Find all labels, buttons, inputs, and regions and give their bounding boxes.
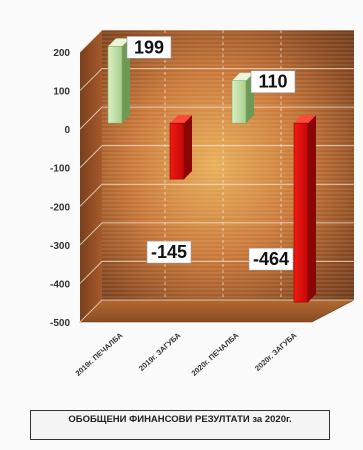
x-axis: 2019г. ПЕЧАЛБА 2019г. ЗАГУБА 2020г. ПЕЧАЛБ… <box>74 330 299 377</box>
y-tick-label: -300 <box>50 241 70 252</box>
bar-side <box>184 115 192 180</box>
side-wall <box>80 30 102 322</box>
bar-front <box>169 122 185 180</box>
x-tick-label: 2020г. ПЕЧАЛБА <box>190 330 241 377</box>
x-tick-label: 2019г. ЗАГУБА <box>137 330 183 372</box>
bar-top <box>232 72 254 81</box>
bar-top <box>170 115 192 124</box>
gridline <box>79 183 354 207</box>
bar-side <box>122 38 130 124</box>
data-label-text: -464 <box>253 249 289 269</box>
data-label-text: -145 <box>151 242 187 262</box>
data-label: -145 <box>146 240 192 264</box>
gridline <box>79 299 354 323</box>
bar-2 <box>169 115 192 180</box>
bar-4 <box>293 115 316 303</box>
y-tick-label: 100 <box>53 87 70 98</box>
bar-3 <box>231 72 254 124</box>
gridline <box>79 106 354 130</box>
data-label-box <box>126 36 172 59</box>
y-tick-label: -200 <box>50 202 70 213</box>
chart-caption: ОБОБЩЕНИ ФИНАНСОВИ РЕЗУЛТАТИ за 2020г. <box>30 410 330 440</box>
data-label-text: 199 <box>134 37 164 57</box>
data-label: 199 <box>126 36 172 59</box>
gridline <box>79 222 354 246</box>
y-tick-label: -500 <box>50 318 70 329</box>
bar-side <box>308 115 316 303</box>
data-label-text: 110 <box>258 72 287 92</box>
y-tick-label: 200 <box>53 48 70 59</box>
data-label: -464 <box>248 247 294 271</box>
y-axis: 200 100 0 -100 -200 -300 -400 -500 <box>50 48 70 329</box>
data-label-box <box>248 247 294 271</box>
gridline <box>79 68 354 91</box>
gridline <box>79 29 354 53</box>
gridline <box>79 145 354 169</box>
bar-top <box>108 38 130 47</box>
bar-top <box>294 115 316 124</box>
data-label: 110 <box>250 70 296 94</box>
data-label-box <box>250 70 296 94</box>
bar-front <box>231 80 247 124</box>
x-tick-label: 2020г. ЗАГУБА <box>253 330 299 372</box>
y-tick-label: 0 <box>64 125 70 136</box>
bar-front <box>107 46 123 124</box>
floor <box>79 299 355 323</box>
bar-1 <box>107 38 130 124</box>
x-tick-label: 2019г. ПЕЧАЛБА <box>74 330 125 377</box>
y-tick-label: -400 <box>50 279 70 290</box>
bars: 199 -145 110 -464 <box>107 36 316 303</box>
data-label-box <box>146 240 192 264</box>
bar-front <box>293 122 309 303</box>
y-tick-label: -100 <box>50 164 70 175</box>
